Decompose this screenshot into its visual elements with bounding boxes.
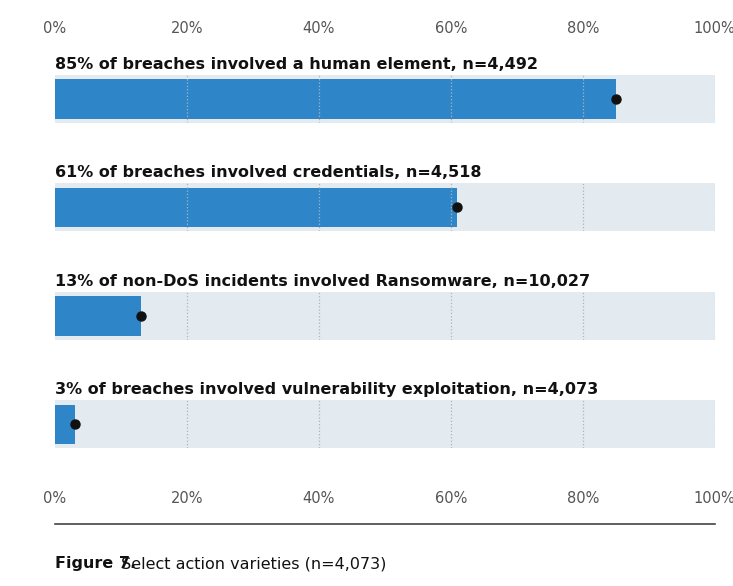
Bar [55, 404, 75, 444]
Text: 13% of non-DoS incidents involved Ransomware, n=10,027: 13% of non-DoS incidents involved Ransom… [55, 274, 590, 289]
Bar [55, 296, 141, 336]
Text: Select action varieties (n=4,073): Select action varieties (n=4,073) [116, 556, 386, 571]
Bar [55, 188, 457, 227]
Bar [55, 79, 616, 119]
Text: Figure 7.: Figure 7. [55, 556, 136, 571]
Text: 85% of breaches involved a human element, n=4,492: 85% of breaches involved a human element… [55, 57, 538, 72]
Text: 61% of breaches involved credentials, n=4,518: 61% of breaches involved credentials, n=… [55, 165, 482, 180]
Text: 3% of breaches involved vulnerability exploitation, n=4,073: 3% of breaches involved vulnerability ex… [55, 382, 598, 397]
